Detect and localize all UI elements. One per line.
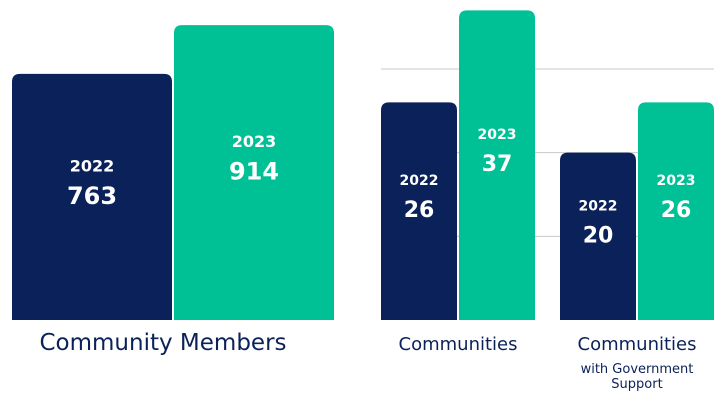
x-tick-label: Communities [398,334,518,355]
bar-year-label: 2022 [579,198,618,214]
bar [174,25,334,321]
bar-value-label: 26 [404,198,435,223]
bar-value-label: 763 [67,182,117,210]
bar-year-label: 2022 [70,156,115,175]
bar-value-label: 37 [482,152,513,177]
bar-year-label: 2023 [657,173,696,189]
bar-value-label: 914 [229,158,279,186]
bar-year-label: 2023 [232,132,277,151]
x-tick-label: Communities [577,334,697,355]
bar [638,102,714,320]
bar-year-label: 2022 [400,173,439,189]
bar [381,102,457,320]
x-tick-sublabel: with Government Support [580,362,694,392]
bar-value-label: 20 [583,223,614,248]
bar [560,152,636,320]
bar [12,73,172,320]
bar-year-label: 2023 [478,127,517,143]
bar [459,10,535,321]
bar-value-label: 26 [661,198,692,223]
x-axis-label: Community Members [39,330,287,356]
